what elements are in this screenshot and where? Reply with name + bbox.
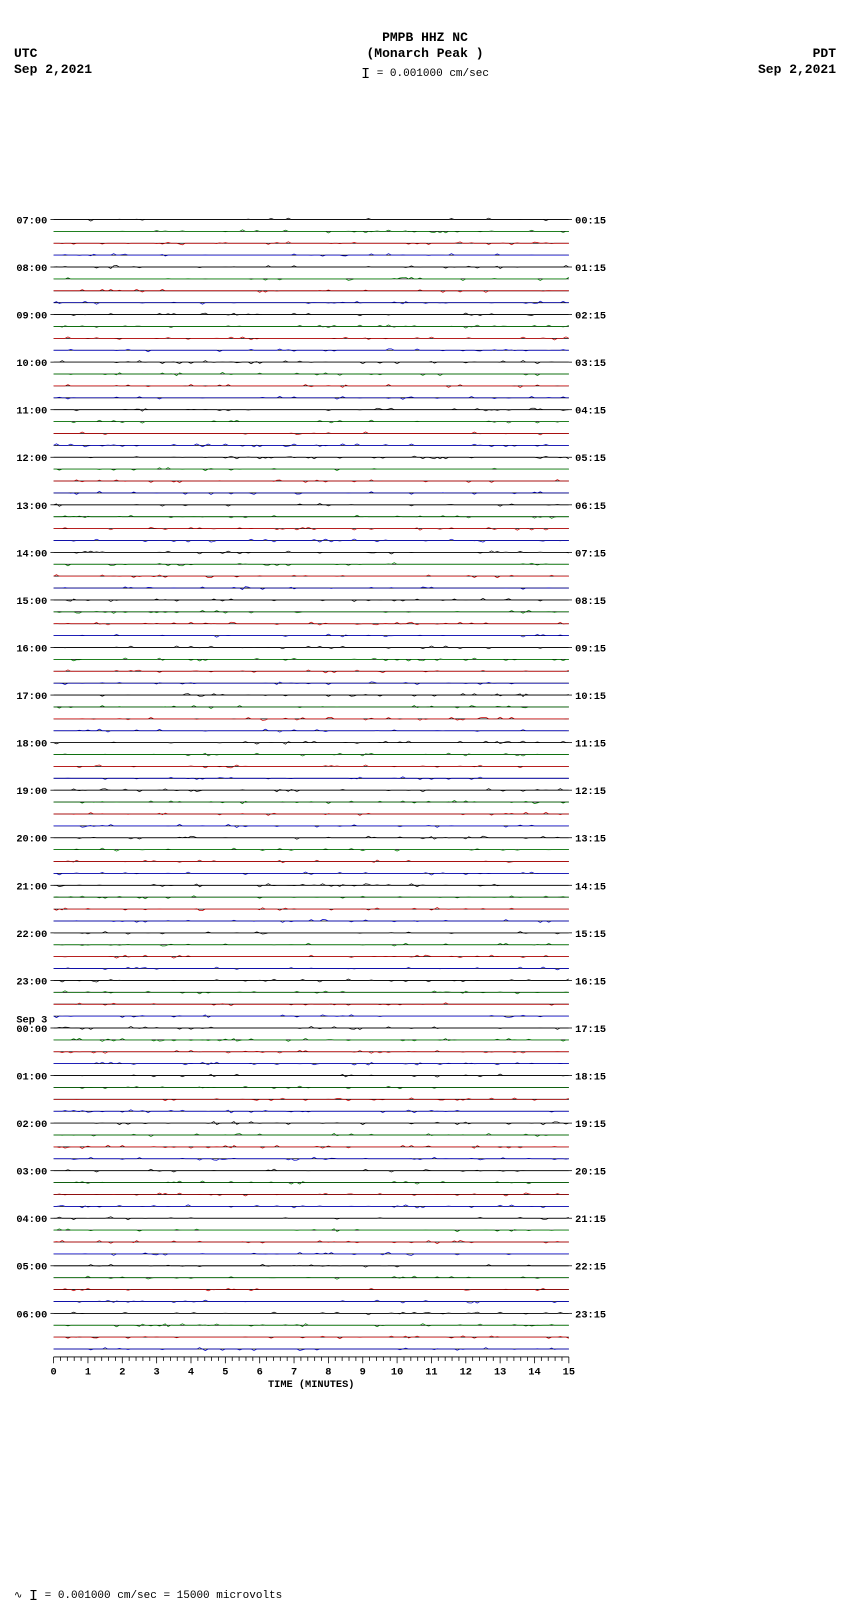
svg-text:23:15: 23:15 bbox=[575, 1309, 606, 1321]
svg-text:15:00: 15:00 bbox=[16, 596, 47, 608]
svg-text:01:15: 01:15 bbox=[575, 263, 606, 275]
svg-text:11:15: 11:15 bbox=[575, 739, 606, 751]
svg-text:00:15: 00:15 bbox=[575, 215, 606, 227]
svg-text:14:15: 14:15 bbox=[575, 881, 606, 893]
svg-text:03:15: 03:15 bbox=[575, 358, 606, 370]
svg-text:02:15: 02:15 bbox=[575, 311, 606, 323]
svg-text:TIME (MINUTES): TIME (MINUTES) bbox=[268, 1379, 355, 1391]
svg-text:20:00: 20:00 bbox=[16, 834, 47, 846]
svg-text:18:15: 18:15 bbox=[575, 1072, 606, 1084]
svg-text:19:15: 19:15 bbox=[575, 1119, 606, 1131]
svg-text:14:00: 14:00 bbox=[16, 548, 47, 560]
svg-text:11: 11 bbox=[425, 1366, 437, 1378]
svg-text:12:15: 12:15 bbox=[575, 786, 606, 798]
pdt-label: PDT bbox=[813, 46, 836, 61]
svg-text:13:00: 13:00 bbox=[16, 501, 47, 513]
svg-text:16:00: 16:00 bbox=[16, 643, 47, 655]
svg-text:10:00: 10:00 bbox=[16, 358, 47, 370]
svg-text:07:15: 07:15 bbox=[575, 548, 606, 560]
svg-text:01:00: 01:00 bbox=[16, 1072, 47, 1084]
utc-label: UTC bbox=[14, 46, 37, 61]
svg-text:02:00: 02:00 bbox=[16, 1119, 47, 1131]
utc-date: Sep 2,2021 bbox=[14, 62, 92, 77]
svg-text:12: 12 bbox=[460, 1366, 472, 1378]
station-title: PMPB HHZ NC bbox=[0, 30, 850, 45]
svg-text:08:15: 08:15 bbox=[575, 596, 606, 608]
pdt-date: Sep 2,2021 bbox=[758, 62, 836, 77]
svg-text:15: 15 bbox=[563, 1366, 575, 1378]
station-location: (Monarch Peak ) bbox=[0, 46, 850, 61]
svg-text:0: 0 bbox=[51, 1366, 57, 1378]
footer-scale: ∿ I = 0.001000 cm/sec = 15000 microvolts bbox=[14, 1588, 282, 1605]
seismogram-plot: 0123456789101112131415TIME (MINUTES)07:0… bbox=[10, 90, 660, 1530]
svg-text:10:15: 10:15 bbox=[575, 691, 606, 703]
svg-text:17:15: 17:15 bbox=[575, 1024, 606, 1036]
svg-text:04:15: 04:15 bbox=[575, 406, 606, 418]
svg-text:15:15: 15:15 bbox=[575, 929, 606, 941]
svg-text:10: 10 bbox=[391, 1366, 403, 1378]
svg-text:18:00: 18:00 bbox=[16, 739, 47, 751]
svg-text:20:15: 20:15 bbox=[575, 1167, 606, 1179]
svg-text:7: 7 bbox=[291, 1366, 297, 1378]
svg-text:06:15: 06:15 bbox=[575, 501, 606, 513]
svg-text:13:15: 13:15 bbox=[575, 834, 606, 846]
svg-text:22:15: 22:15 bbox=[575, 1262, 606, 1274]
svg-text:05:00: 05:00 bbox=[16, 1262, 47, 1274]
svg-text:19:00: 19:00 bbox=[16, 786, 47, 798]
svg-text:07:00: 07:00 bbox=[16, 215, 47, 227]
svg-text:06:00: 06:00 bbox=[16, 1309, 47, 1321]
svg-text:5: 5 bbox=[222, 1366, 228, 1378]
scale-top-text: = 0.001000 cm/sec bbox=[377, 68, 489, 80]
svg-text:00:00: 00:00 bbox=[16, 1024, 47, 1036]
svg-text:8: 8 bbox=[325, 1366, 331, 1378]
svg-text:14: 14 bbox=[528, 1366, 540, 1378]
svg-text:4: 4 bbox=[188, 1366, 194, 1378]
svg-text:9: 9 bbox=[360, 1366, 366, 1378]
scale-bar-icon: I bbox=[29, 1588, 38, 1605]
svg-text:04:00: 04:00 bbox=[16, 1214, 47, 1226]
svg-text:09:00: 09:00 bbox=[16, 311, 47, 323]
svg-text:2: 2 bbox=[119, 1366, 125, 1378]
svg-text:16:15: 16:15 bbox=[575, 976, 606, 988]
svg-text:05:15: 05:15 bbox=[575, 453, 606, 465]
scale-bar-icon: I bbox=[361, 66, 370, 83]
svg-text:21:15: 21:15 bbox=[575, 1214, 606, 1226]
svg-text:13: 13 bbox=[494, 1366, 506, 1378]
svg-text:12:00: 12:00 bbox=[16, 453, 47, 465]
svg-text:3: 3 bbox=[154, 1366, 160, 1378]
footer-wave-icon: ∿ bbox=[14, 1591, 22, 1602]
svg-text:08:00: 08:00 bbox=[16, 263, 47, 275]
footer-scale-text: = 0.001000 cm/sec = 15000 microvolts bbox=[45, 1590, 283, 1602]
svg-text:22:00: 22:00 bbox=[16, 929, 47, 941]
svg-text:23:00: 23:00 bbox=[16, 976, 47, 988]
svg-text:6: 6 bbox=[257, 1366, 263, 1378]
svg-text:21:00: 21:00 bbox=[16, 881, 47, 893]
svg-text:09:15: 09:15 bbox=[575, 643, 606, 655]
svg-text:1: 1 bbox=[85, 1366, 91, 1378]
svg-text:17:00: 17:00 bbox=[16, 691, 47, 703]
scale-top: I = 0.001000 cm/sec bbox=[0, 66, 850, 83]
svg-text:11:00: 11:00 bbox=[16, 406, 47, 418]
svg-text:03:00: 03:00 bbox=[16, 1167, 47, 1179]
